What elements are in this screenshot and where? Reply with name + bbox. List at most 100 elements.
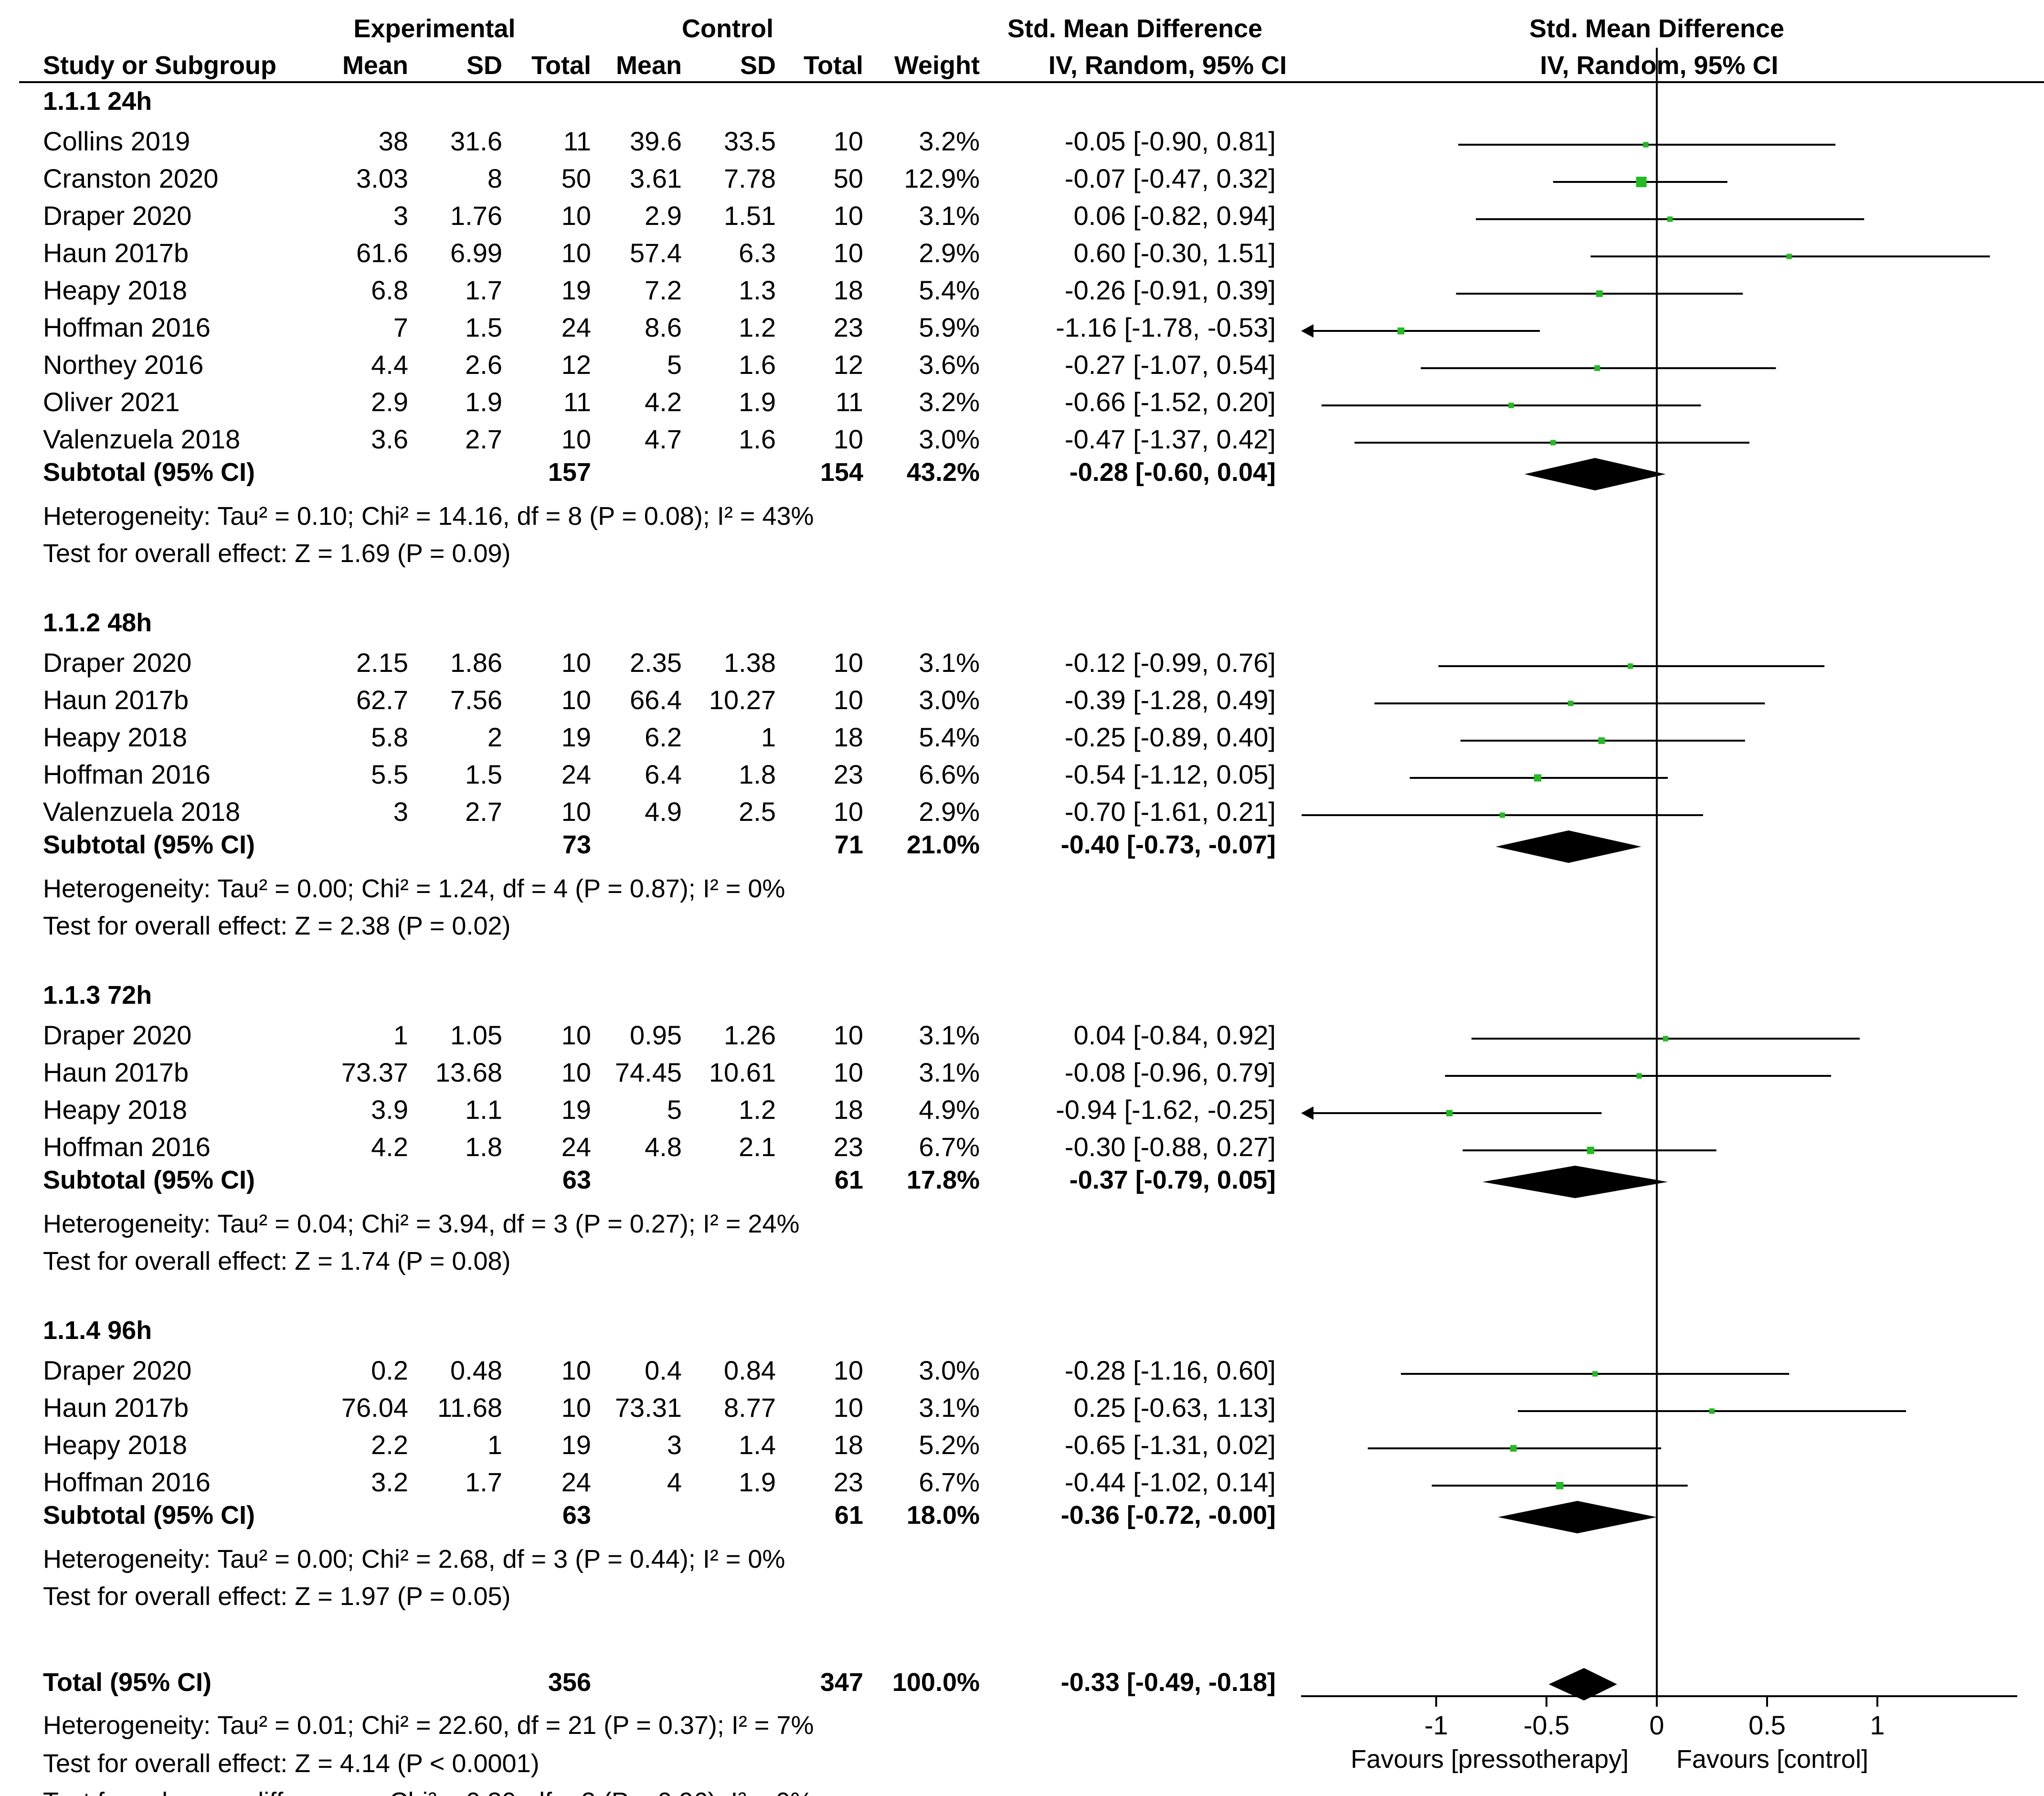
point-estimate [1568,701,1574,706]
ctrl-mean: 2.9 [645,201,682,231]
subtotal-row: Subtotal (95% CI) 157 154 43.2% -0.28 [-0.60… [43,458,1276,487]
ctrl-mean: 4.8 [645,1132,682,1162]
overall-effect-text: Test for overall effect: Z = 2.38 (P = 0… [43,912,511,940]
ci-text: -0.12 [-0.99, 0.76] [1065,648,1276,678]
study-marker [1462,1147,1716,1154]
ctrl-total: 11 [836,387,863,417]
study-name: Draper 2020 [43,1355,191,1385]
table-row: Cranston 2020 3.03 8 50 3.61 7.78 50 12.9% -0.07… [43,163,1276,193]
table-row: Haun 2017b 73.37 13.68 10 74.45 10.61 10 3.1% -0… [43,1057,1276,1087]
ctrl-total: 23 [834,759,863,789]
axis-tick-label: 0.5 [1748,1710,1786,1740]
overall-effect-text: Test for overall effect: Z = 1.69 (P = 0… [43,539,511,568]
total-diamond [1548,1668,1617,1700]
total-exp-total: 356 [548,1668,591,1697]
subtotal-row: Subtotal (95% CI) 63 61 17.8% -0.37 [-0.79, … [43,1166,1276,1194]
weight: 3.1% [919,1057,980,1087]
header-e-mean: Mean [342,51,408,80]
ci-text: -0.07 [-0.47, 0.32] [1065,163,1276,193]
table-row: Haun 2017b 62.7 7.56 10 66.4 10.27 10 3.0% -0.39… [43,685,1276,715]
exp-total: 12 [561,350,591,380]
weight: 3.1% [919,201,980,231]
point-estimate [1534,774,1542,782]
header-c-sd: SD [740,51,776,80]
x-axis: -1 -0.5 0 0.5 1 Favours [pressotherapy] Favour… [1301,48,2017,1774]
table-row: Heapy 2018 2.2 1 19 3 1.4 18 5.2% -0.65 [-1.31, … [43,1430,1276,1460]
ctrl-sd: 1.3 [739,275,776,305]
ctrl-mean: 3.61 [630,163,682,193]
table-row: Heapy 2018 3.9 1.1 19 5 1.2 18 4.9% -0.94 [-1.62… [43,1095,1276,1125]
study-marker [1374,701,1765,706]
subtotal-diamond [1524,458,1666,490]
subtotal-diamond [1483,1166,1668,1198]
exp-total: 10 [561,238,591,268]
point-estimate [1508,403,1514,408]
ctrl-total: 10 [834,685,863,715]
study-marker [1460,737,1745,744]
weight: 3.1% [919,1020,980,1050]
point-estimate [1709,1408,1715,1414]
subgroup-heading: 1.1.4 96h [43,1316,152,1345]
exp-mean: 4.2 [371,1132,408,1162]
exp-total: 19 [561,1095,591,1125]
weight: 3.1% [919,1392,980,1423]
ci-text: 0.06 [-0.82, 0.94] [1074,201,1276,231]
exp-mean: 76.04 [341,1392,408,1423]
exp-sd: 1.86 [450,648,502,678]
ctrl-sd: 1.38 [724,648,776,678]
ctrl-sd: 1.2 [739,312,776,342]
ctrl-total: 10 [834,1020,863,1050]
header-e-sd: SD [466,51,502,80]
exp-mean: 4.4 [371,350,408,380]
ctrl-mean: 7.2 [645,275,682,305]
exp-mean: 3 [393,201,408,231]
ci-text: -0.47 [-1.37, 0.42] [1065,424,1276,454]
study-name: Hoffman 2016 [43,312,211,342]
exp-mean: 5.5 [371,759,408,789]
subgroup-heading: 1.1.3 72h [43,981,152,1010]
ctrl-mean: 66.4 [630,685,682,715]
study-marker [1367,1445,1662,1452]
exp-total: 10 [561,685,591,715]
weight: 3.0% [919,1355,980,1385]
weight: 2.9% [919,797,980,827]
ctrl-mean: 39.6 [630,126,682,156]
study-name: Oliver 2021 [43,387,180,417]
study-marker [1517,1408,1906,1414]
exp-sd: 2 [487,722,502,752]
point-estimate [1636,177,1647,187]
exp-total: 24 [561,312,591,342]
table-row: Draper 2020 3 1.76 10 2.9 1.51 10 3.1% 0.06 [-0.… [43,201,1276,231]
point-estimate [1594,365,1600,371]
study-marker [1301,324,1540,338]
study-name: Haun 2017b [43,1057,189,1087]
point-estimate [1667,216,1673,222]
point-estimate [1500,812,1505,818]
ctrl-sd: 1.51 [724,201,776,231]
ctrl-sd: 1.6 [739,350,776,380]
ctrl-total: 10 [834,648,863,678]
weight: 12.9% [904,163,980,193]
study-name: Hoffman 2016 [43,1467,211,1497]
study-name: Collins 2019 [43,126,190,156]
study-marker [1553,177,1727,187]
header-c-mean: Mean [616,51,682,80]
overall-effect-text: Test for overall effect: Z = 1.74 (P = 0… [43,1247,511,1275]
table-row: Valenzuela 2018 3 2.7 10 4.9 2.5 10 2.9% -0.70 [… [43,797,1276,827]
ctrl-mean: 0.4 [645,1355,682,1385]
study-name: Cranston 2020 [43,163,218,193]
subgroup-heading: 1.1.2 48h [43,608,152,637]
subtotal-exp-total: 63 [562,1166,591,1194]
subtotal-ctrl-total: 61 [835,1166,863,1194]
exp-sd: 1.7 [465,1467,502,1497]
ci-text: -0.30 [-0.88, 0.27] [1065,1132,1276,1162]
ctrl-sd: 10.27 [709,685,776,715]
subtotal-diamond [1498,1501,1657,1533]
table-row: Hoffman 2016 3.2 1.7 24 4 1.9 23 6.7% -0.44 [-1.… [43,1467,1276,1497]
favours-left-label: Favours [pressotherapy] [1351,1745,1629,1774]
point-estimate [1663,1036,1669,1041]
study-marker [1471,1036,1860,1041]
exp-mean: 3.9 [371,1095,408,1125]
plot-marks [1301,142,1990,1700]
header-smd-left: Std. Mean Difference [1007,14,1262,43]
